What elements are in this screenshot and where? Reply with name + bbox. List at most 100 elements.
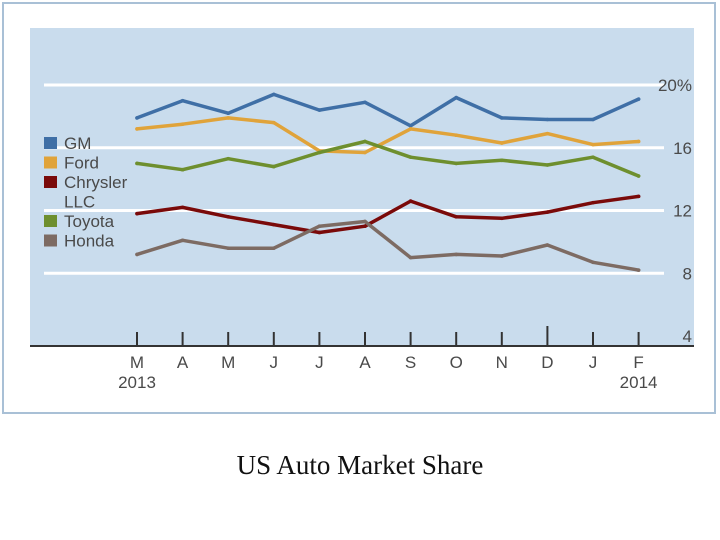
data-point-chrysler-llc xyxy=(180,205,185,210)
y-tick-label: 12 xyxy=(673,202,692,221)
legend-swatch-gm xyxy=(44,137,57,149)
series-line-toyota xyxy=(135,139,641,178)
data-point-chrysler-llc xyxy=(226,214,230,219)
data-point-toyota xyxy=(636,174,641,178)
data-point-gm xyxy=(135,116,139,120)
data-point-chrysler-llc xyxy=(408,199,413,203)
data-point-chrysler-llc xyxy=(591,200,595,205)
data-point-honda xyxy=(591,260,595,265)
data-point-chrysler-llc xyxy=(500,216,504,221)
x-tick-label: J xyxy=(315,353,324,372)
legend-label-chrysler-llc: Chrysler LLC xyxy=(64,173,128,212)
data-point-chrysler-llc xyxy=(454,214,459,219)
series-line-honda xyxy=(135,219,641,272)
data-point-chrysler-llc xyxy=(317,230,322,235)
legend-swatch-ford xyxy=(44,156,57,169)
data-point-toyota xyxy=(545,163,550,167)
legend-label-line: LLC xyxy=(64,193,95,212)
legend-label-line: Toyota xyxy=(64,212,115,231)
data-point-ford xyxy=(500,141,504,145)
data-point-honda xyxy=(272,246,276,250)
series-line-chrysler-llc xyxy=(135,194,641,235)
data-point-honda xyxy=(317,224,322,228)
data-point-gm xyxy=(636,97,641,101)
data-point-ford xyxy=(591,142,595,147)
data-point-honda xyxy=(454,252,459,257)
data-point-gm xyxy=(317,108,322,112)
data-point-toyota xyxy=(272,164,276,169)
data-point-honda xyxy=(180,238,185,243)
data-point-ford xyxy=(454,133,459,137)
plot-background xyxy=(30,28,694,346)
y-tick-label: 4 xyxy=(683,327,692,346)
data-point-chrysler-llc xyxy=(636,194,641,199)
series-line-ford xyxy=(135,116,641,155)
series-line-gm xyxy=(135,92,641,128)
data-point-gm xyxy=(180,98,185,103)
data-point-chrysler-llc xyxy=(135,211,139,216)
data-point-gm xyxy=(272,92,276,97)
legend-label-toyota: Toyota xyxy=(64,212,115,231)
x-tick-label: M xyxy=(130,353,144,372)
data-point-toyota xyxy=(135,161,139,166)
data-point-toyota xyxy=(226,156,230,161)
x-year-label: 2013 xyxy=(118,373,156,392)
data-point-honda xyxy=(363,219,367,224)
y-tick-label: 16 xyxy=(673,139,692,158)
data-point-gm xyxy=(408,123,413,128)
legend-swatch-toyota xyxy=(44,215,57,227)
x-tick-label: D xyxy=(541,353,553,372)
x-tick-label: M xyxy=(221,353,235,372)
legend-label-line: Chrysler xyxy=(64,173,128,192)
data-point-chrysler-llc xyxy=(545,210,550,214)
x-tick-label: A xyxy=(359,353,371,372)
data-point-toyota xyxy=(180,167,185,172)
data-point-honda xyxy=(408,255,413,260)
legend-label-honda: Honda xyxy=(64,232,115,251)
data-point-gm xyxy=(591,117,595,122)
data-point-ford xyxy=(272,120,276,125)
y-tick-label: 8 xyxy=(683,264,692,283)
data-point-ford xyxy=(408,127,413,131)
chart-frame: M A M J J A S O N D J F 2013 2014 4 8 12 16 20% GM Ford Chr… xyxy=(2,2,716,414)
data-point-gm xyxy=(226,111,230,116)
y-tick-label: 20% xyxy=(658,76,692,95)
data-point-ford xyxy=(135,127,139,131)
data-point-honda xyxy=(545,243,550,247)
legend-swatch-chrysler-llc xyxy=(44,176,57,188)
data-point-ford xyxy=(226,116,230,120)
data-point-gm xyxy=(363,100,367,105)
data-point-chrysler-llc xyxy=(363,224,367,228)
x-tick-label: A xyxy=(177,353,189,372)
x-tick-label: O xyxy=(450,353,463,372)
data-point-ford xyxy=(636,139,641,144)
data-point-toyota xyxy=(591,155,595,159)
data-point-gm xyxy=(545,117,550,122)
data-point-honda xyxy=(500,254,504,258)
x-tick-label: N xyxy=(496,353,508,372)
data-point-gm xyxy=(500,116,504,120)
data-point-ford xyxy=(363,150,367,155)
x-tick-label: F xyxy=(633,353,643,372)
data-point-toyota xyxy=(500,158,504,163)
line-chart: M A M J J A S O N D J F 2013 2014 4 8 12 16 20% GMFordChr… xyxy=(30,28,694,392)
x-tick-label: J xyxy=(270,353,279,372)
data-point-honda xyxy=(135,252,139,257)
legend-label-gm: GM xyxy=(64,134,91,153)
legend-label-line: GM xyxy=(64,134,91,153)
data-point-gm xyxy=(454,95,459,100)
data-point-toyota xyxy=(454,161,459,166)
data-point-toyota xyxy=(317,150,322,155)
x-tick-label: J xyxy=(589,353,598,372)
legend-label-ford: Ford xyxy=(64,154,99,173)
data-point-ford xyxy=(545,131,550,136)
data-point-honda xyxy=(226,246,230,250)
chart-caption: US Auto Market Share xyxy=(236,450,484,480)
data-point-chrysler-llc xyxy=(272,222,276,227)
data-point-honda xyxy=(636,268,641,272)
data-point-toyota xyxy=(363,139,367,144)
data-point-toyota xyxy=(408,155,413,159)
x-tick-label: S xyxy=(405,353,416,372)
x-year-label: 2014 xyxy=(620,373,658,392)
legend-label-line: Honda xyxy=(64,232,115,251)
